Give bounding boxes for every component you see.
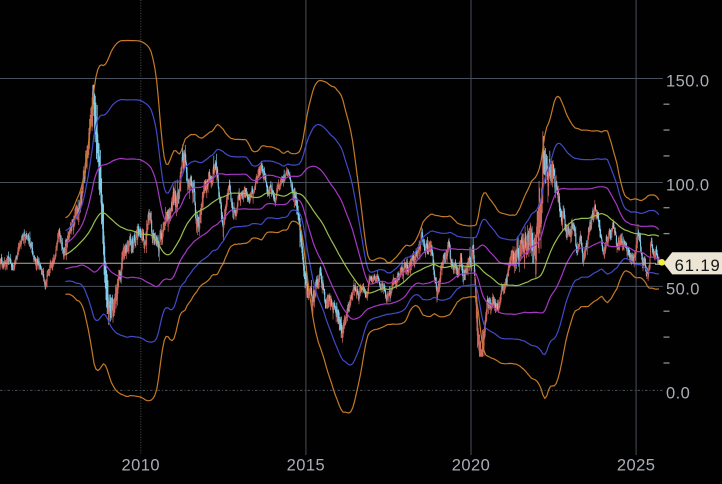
svg-text:61.19: 61.19 bbox=[675, 256, 721, 275]
svg-text:100.0: 100.0 bbox=[666, 176, 710, 194]
svg-text:2020: 2020 bbox=[452, 457, 491, 475]
svg-text:2010: 2010 bbox=[122, 457, 161, 475]
svg-text:2025: 2025 bbox=[617, 457, 656, 475]
svg-text:0.0: 0.0 bbox=[666, 384, 690, 402]
svg-text:150.0: 150.0 bbox=[666, 72, 710, 90]
svg-text:50.0: 50.0 bbox=[666, 280, 700, 298]
svg-text:2015: 2015 bbox=[287, 457, 326, 475]
